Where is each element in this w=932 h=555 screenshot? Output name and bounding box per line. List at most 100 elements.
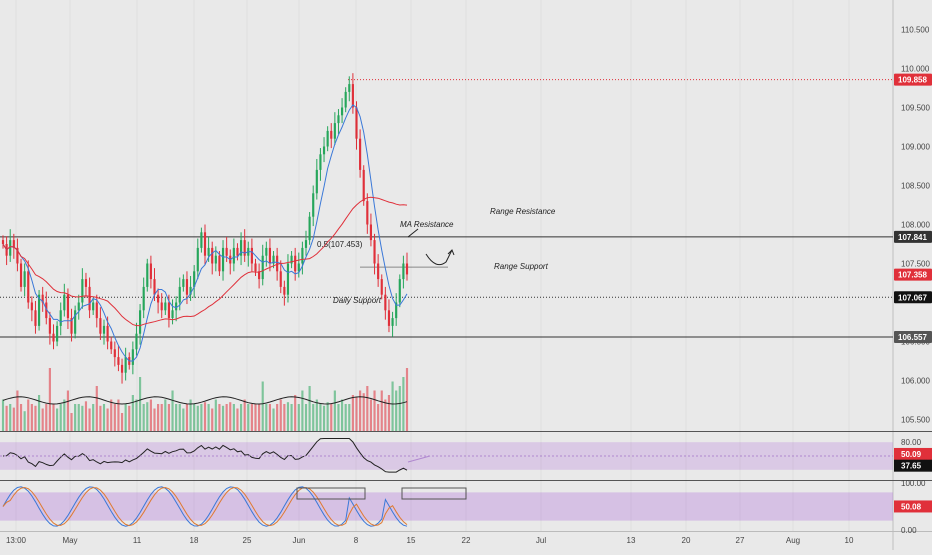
price-tick-label: 106.000 (901, 377, 930, 386)
price-tick-label: 110.500 (901, 26, 930, 35)
annotation-fib-level: 0.5(107.453) (317, 240, 363, 249)
candle-body (146, 263, 149, 287)
volume-bar (247, 404, 250, 431)
price-tick-label: 105.500 (901, 416, 930, 425)
candle-body (326, 130, 329, 147)
volume-bar (131, 395, 134, 431)
candle-body (27, 271, 30, 303)
volume-bar (23, 411, 26, 431)
candle-body (214, 255, 217, 264)
volume-bar (167, 404, 171, 431)
candle-body (196, 247, 199, 272)
time-tick-label: 20 (682, 536, 691, 545)
volume-bar (312, 404, 315, 431)
volume-bar (135, 399, 138, 431)
volume-bar (250, 404, 253, 431)
volume-bar (27, 399, 30, 431)
candle-body (106, 325, 109, 342)
arrow-icon (407, 228, 419, 238)
volume-bar (81, 405, 84, 431)
time-tick-label: 10 (845, 536, 854, 545)
volume-bar (261, 381, 264, 431)
arrowhead-icon (447, 249, 455, 256)
rsi-value-tag (894, 459, 932, 472)
time-tick-label: 27 (736, 536, 745, 545)
price-pane-background (0, 0, 893, 431)
volume-bar (207, 404, 210, 431)
candle-body (37, 294, 41, 326)
price-tick-label: 109.500 (901, 104, 930, 113)
candle-body (56, 325, 59, 342)
candle-body (265, 247, 268, 256)
candle-body (286, 263, 290, 295)
annotation-range-resistance: Range Resistance (490, 207, 556, 216)
volume-bar (182, 408, 185, 431)
candle-body (193, 271, 196, 287)
candle-body (304, 240, 308, 248)
annotation-range-support: Range Support (494, 262, 549, 271)
volume-bar (373, 390, 376, 431)
candle-body (84, 279, 88, 287)
volume-bar (102, 404, 106, 431)
volume-bar (272, 408, 275, 431)
candle-body (351, 84, 354, 108)
volume-bar (9, 404, 12, 431)
volume-bar (337, 404, 340, 431)
volume-bar (19, 404, 23, 431)
candle-body (142, 286, 145, 311)
time-tick-label: May (62, 536, 77, 545)
candle-body (359, 138, 362, 170)
volume-bar (153, 408, 156, 431)
candle-body (77, 302, 80, 311)
volume-bar (239, 404, 243, 431)
candle-body (239, 240, 243, 256)
candle-body (369, 224, 373, 241)
price-tag-label: 106.557 (898, 333, 927, 342)
volume-bar (34, 405, 37, 431)
candle-body (337, 115, 340, 124)
candle-body (373, 240, 376, 264)
volume-bar (355, 396, 358, 431)
candle-body (398, 279, 401, 303)
candle-body (380, 279, 383, 295)
candle-body (272, 255, 275, 264)
volume-bar (16, 390, 19, 431)
candle-body (131, 349, 134, 365)
volume-bar (304, 404, 308, 431)
candle-body (185, 279, 189, 295)
candle-body (301, 247, 304, 264)
candle-body (283, 286, 286, 295)
candle-body (261, 255, 264, 280)
volume-bar (138, 377, 142, 431)
volume-bar (37, 395, 41, 431)
candle-body (45, 302, 48, 319)
time-tick-label: 13 (627, 536, 636, 545)
volume-bar (297, 404, 300, 431)
rsi-line (2, 438, 408, 473)
time-tick-label: Jul (536, 536, 546, 545)
candle-body (99, 318, 102, 334)
candle-body (12, 240, 15, 248)
stoch-d-line (2, 486, 408, 527)
volume-bar (63, 399, 66, 431)
volume-bar (405, 368, 409, 431)
candle-body (254, 263, 257, 272)
price-tag-label: 109.858 (898, 76, 927, 85)
volume-bar (225, 404, 228, 431)
candle-body (279, 271, 282, 287)
volume-bar (164, 399, 167, 431)
candle-body (402, 263, 405, 280)
volume-bar (84, 401, 88, 431)
candle-body (153, 279, 156, 295)
volume-bar (189, 399, 192, 431)
candle-body (92, 302, 95, 311)
candle-body (63, 294, 66, 311)
volume-bar (290, 404, 293, 431)
candle-body (189, 286, 192, 295)
volume-bar (308, 386, 311, 431)
candle-body (340, 107, 344, 116)
candle-body (333, 123, 336, 139)
candle-body (157, 294, 160, 303)
